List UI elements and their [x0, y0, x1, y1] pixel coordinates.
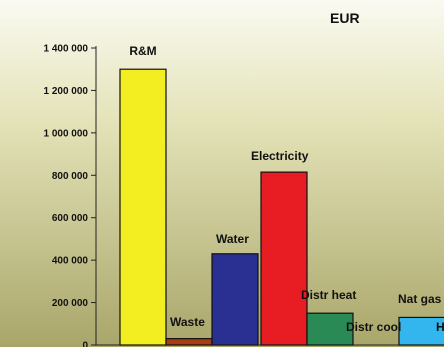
y-tick-label: 1 200 000: [44, 86, 89, 97]
y-tick-label: 1 000 000: [44, 128, 89, 139]
y-tick-label: 1 400 000: [44, 44, 89, 55]
bar-water: [211, 253, 259, 346]
bar-electricity: [260, 171, 308, 346]
bar-label: Distr cool: [346, 320, 401, 334]
y-tick-label: 200 000: [52, 298, 89, 309]
bar-labels-group: R&M Waste Water Electricity Distr heat Distr …: [129, 44, 444, 334]
bar-label: R&M: [129, 44, 156, 58]
bar-label: Distr heat: [301, 288, 356, 302]
bar-label: Water: [216, 232, 249, 246]
y-tick-label: 800 000: [52, 171, 89, 182]
bar-r-m: [119, 68, 167, 346]
bar-nat-gas: [398, 316, 444, 346]
y-tick-label: 600 000: [52, 213, 89, 224]
chart-title: EUR: [330, 10, 360, 26]
bar-label: H: [436, 320, 444, 334]
y-tick-label: 400 000: [52, 256, 89, 267]
y-axis-ticks: 0 200 000 400 000 600 000 800 000 1 000 000 1 …: [44, 44, 96, 347]
bar-waste: [165, 338, 213, 346]
bar-label: Nat gas: [398, 292, 442, 306]
bar-distr-heat: [306, 312, 354, 346]
bar-label: Waste: [170, 315, 205, 329]
bar-label: Electricity: [251, 149, 309, 163]
y-tick-label: 0: [82, 341, 88, 347]
bars-group: [119, 68, 444, 346]
